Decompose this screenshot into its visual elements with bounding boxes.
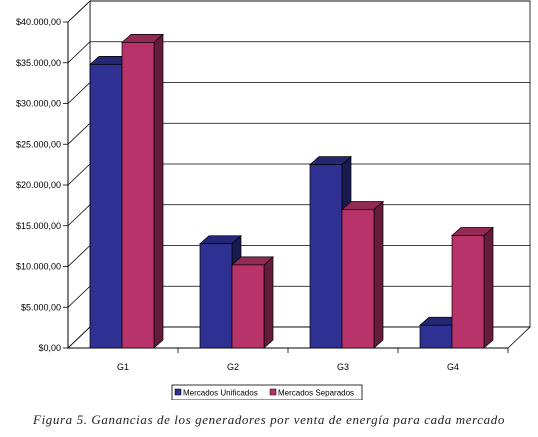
x-category-label: G1: [117, 362, 129, 372]
legend-swatch: [174, 388, 182, 396]
bar-G3-mercados-separados: [341, 200, 384, 349]
y-tick-label: $5.000,00: [21, 302, 61, 312]
x-category-label: G3: [337, 362, 349, 372]
bar-front: [89, 64, 123, 349]
bar-front: [121, 42, 155, 349]
bar-G1-mercados-separados: [121, 33, 164, 349]
y-tick-label: $10.000,00: [16, 262, 61, 272]
bar-front: [451, 235, 485, 349]
y-tick-label: $15.000,00: [16, 221, 61, 231]
bar-G4-mercados-separados: [451, 226, 494, 349]
y-tick-label: $20.000,00: [16, 180, 61, 190]
legend-box: [171, 384, 363, 400]
legend-swatch: [269, 388, 277, 396]
bar-side: [373, 200, 384, 349]
gridline: [67, 41, 530, 64]
x-category-label: G4: [447, 362, 459, 372]
legend: Mercados Unificados Mercados Separados: [171, 384, 363, 400]
x-category-label: G2: [227, 362, 239, 372]
bar-front: [309, 164, 343, 349]
legend-label: Mercados Separados: [278, 389, 354, 398]
x-axis-categories: G1 G2 G3 G4: [117, 348, 509, 372]
y-tick-label: $25.000,00: [16, 139, 61, 149]
bar-front: [199, 243, 233, 349]
y-tick-label: $40.000,00: [16, 17, 61, 27]
bars: [89, 33, 494, 349]
bar-side: [263, 256, 274, 349]
gridline: [67, 0, 530, 23]
bar-front: [231, 264, 265, 349]
y-tick-label: $30.000,00: [16, 99, 61, 109]
y-tick-label: $35.000,00: [16, 58, 61, 68]
bar-front: [341, 209, 375, 349]
figure-caption: Figura 5. Ganancias de los generadores p…: [33, 412, 505, 427]
bar-G2-mercados-separados: [231, 256, 274, 349]
bar-front: [419, 324, 453, 349]
bar-chart: $0,00 $5.000,00 $10.000,00 $15.000,00 $20.00…: [16, 0, 531, 400]
y-tick-label: $0,00: [38, 343, 61, 353]
bar-side: [153, 33, 164, 349]
legend-label: Mercados Unificados: [183, 389, 258, 398]
bar-side: [483, 226, 494, 349]
